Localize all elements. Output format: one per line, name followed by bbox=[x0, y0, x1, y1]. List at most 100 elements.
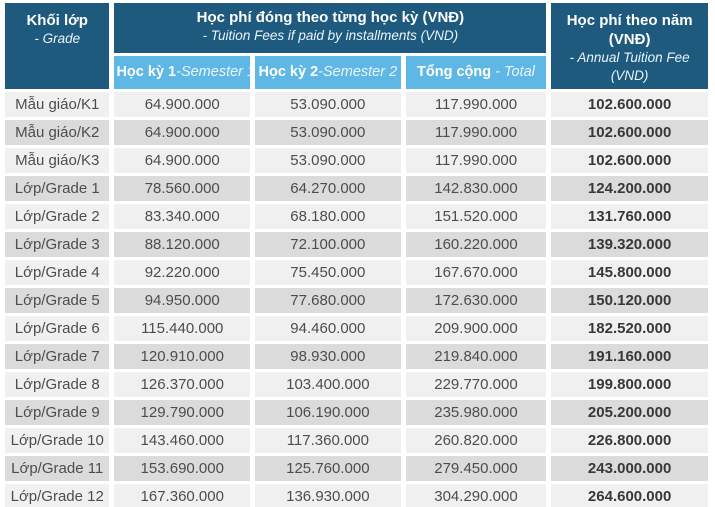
subheader-total: Tổng cộng - Total bbox=[405, 55, 547, 89]
grade-cell: Mẫu giáo/K2 bbox=[5, 120, 110, 145]
fee-table-row: Lớp/Grade 4 92.220.000 75.450.000 167.67… bbox=[5, 260, 708, 285]
semester2-cell: 98.930.000 bbox=[255, 344, 401, 369]
semester1-cell: 126.370.000 bbox=[114, 372, 251, 397]
fee-table-row: Mẫu giáo/K1 64.900.000 53.090.000 117.99… bbox=[5, 92, 708, 117]
total-cell: 279.450.000 bbox=[405, 456, 547, 481]
grade-cell: Lớp/Grade 5 bbox=[5, 288, 110, 313]
fee-table-row: Lớp/Grade 1 78.560.000 64.270.000 142.83… bbox=[5, 176, 708, 201]
annual-cell: 124.200.000 bbox=[551, 176, 708, 201]
annual-header-title-line2: (VNĐ) bbox=[608, 31, 651, 48]
fee-table-row: Lớp/Grade 10 143.460.000 117.360.000 260… bbox=[5, 428, 708, 453]
semester1-cell: 83.340.000 bbox=[114, 204, 251, 229]
semester2-cell: 53.090.000 bbox=[255, 148, 401, 173]
grade-cell: Lớp/Grade 8 bbox=[5, 372, 110, 397]
fee-table-body: Mẫu giáo/K1 64.900.000 53.090.000 117.99… bbox=[5, 92, 708, 507]
semester1-cell: 64.900.000 bbox=[114, 148, 251, 173]
annual-cell: 199.800.000 bbox=[551, 372, 708, 397]
subheader-semester1-vi: Học kỳ 1 bbox=[116, 64, 177, 81]
total-cell: 304.290.000 bbox=[405, 484, 547, 507]
annual-fee-header: Học phí theo năm (VNĐ) - Annual Tuition … bbox=[551, 3, 708, 89]
fee-table-row: Lớp/Grade 12 167.360.000 136.930.000 304… bbox=[5, 484, 708, 507]
fee-table-row: Lớp/Grade 2 83.340.000 68.180.000 151.52… bbox=[5, 204, 708, 229]
semester1-cell: 88.120.000 bbox=[114, 232, 251, 257]
total-cell: 117.990.000 bbox=[405, 120, 547, 145]
semester2-cell: 75.450.000 bbox=[255, 260, 401, 285]
grade-column-header: Khối lớp - Grade bbox=[5, 3, 110, 89]
grade-cell: Lớp/Grade 12 bbox=[5, 484, 110, 507]
grade-header-subtitle: - Grade bbox=[34, 31, 81, 46]
annual-cell: 264.600.000 bbox=[551, 484, 708, 507]
total-cell: 151.520.000 bbox=[405, 204, 547, 229]
grade-cell: Lớp/Grade 7 bbox=[5, 344, 110, 369]
semester1-cell: 92.220.000 bbox=[114, 260, 251, 285]
semester1-cell: 129.790.000 bbox=[114, 400, 251, 425]
total-cell: 209.900.000 bbox=[405, 316, 547, 341]
semester1-cell: 78.560.000 bbox=[114, 176, 251, 201]
grade-cell: Mẫu giáo/K1 bbox=[5, 92, 110, 117]
subheader-total-vi: Tổng cộng bbox=[417, 64, 492, 81]
annual-cell: 150.120.000 bbox=[551, 288, 708, 313]
annual-cell: 243.000.000 bbox=[551, 456, 708, 481]
semester1-cell: 94.950.000 bbox=[114, 288, 251, 313]
fee-table-row: Lớp/Grade 7 120.910.000 98.930.000 219.8… bbox=[5, 344, 708, 369]
semester2-cell: 117.360.000 bbox=[255, 428, 401, 453]
annual-cell: 145.800.000 bbox=[551, 260, 708, 285]
subheader-semester1-en: -Semester 1 bbox=[176, 64, 256, 81]
semester1-cell: 120.910.000 bbox=[114, 344, 251, 369]
annual-cell: 102.600.000 bbox=[551, 92, 708, 117]
total-cell: 167.670.000 bbox=[405, 260, 547, 285]
total-cell: 142.830.000 bbox=[405, 176, 547, 201]
annual-cell: 191.160.000 bbox=[551, 344, 708, 369]
annual-header-title-line1: Học phí theo năm bbox=[566, 12, 693, 29]
installments-header: Học phí đóng theo từng học kỳ (VNĐ) - Tu… bbox=[114, 3, 547, 53]
total-cell: 117.990.000 bbox=[405, 92, 547, 117]
total-cell: 219.840.000 bbox=[405, 344, 547, 369]
total-cell: 229.770.000 bbox=[405, 372, 547, 397]
header-row-semesters: Học kỳ 1-Semester 1 Học kỳ 2-Semester 2 … bbox=[5, 55, 708, 89]
subheader-semester2-en: -Semester 2 bbox=[318, 64, 398, 81]
grade-cell: Mẫu giáo/K3 bbox=[5, 148, 110, 173]
total-cell: 117.990.000 bbox=[405, 148, 547, 173]
subheader-total-en: - Total bbox=[495, 64, 535, 81]
total-cell: 160.220.000 bbox=[405, 232, 547, 257]
semester1-cell: 115.440.000 bbox=[114, 316, 251, 341]
subheader-semester2-vi: Học kỳ 2 bbox=[258, 64, 319, 81]
installments-header-title: Học phí đóng theo từng học kỳ (VNĐ) bbox=[196, 9, 465, 26]
semester2-cell: 94.460.000 bbox=[255, 316, 401, 341]
semester2-cell: 72.100.000 bbox=[255, 232, 401, 257]
semester2-cell: 64.270.000 bbox=[255, 176, 401, 201]
annual-cell: 102.600.000 bbox=[551, 148, 708, 173]
grade-cell: Lớp/Grade 6 bbox=[5, 316, 110, 341]
semester1-cell: 153.690.000 bbox=[114, 456, 251, 481]
semester2-cell: 136.930.000 bbox=[255, 484, 401, 507]
annual-header-subtitle-line2: (VND) bbox=[610, 68, 649, 83]
annual-header-subtitle-line1: - Annual Tuition Fee bbox=[569, 50, 690, 65]
fee-table-row: Lớp/Grade 6 115.440.000 94.460.000 209.9… bbox=[5, 316, 708, 341]
semester1-cell: 64.900.000 bbox=[114, 92, 251, 117]
grade-cell: Lớp/Grade 9 bbox=[5, 400, 110, 425]
installments-header-subtitle: - Tuition Fees if paid by installments (… bbox=[202, 28, 459, 43]
annual-cell: 131.760.000 bbox=[551, 204, 708, 229]
total-cell: 172.630.000 bbox=[405, 288, 547, 313]
semester2-cell: 53.090.000 bbox=[255, 92, 401, 117]
total-cell: 235.980.000 bbox=[405, 400, 547, 425]
semester1-cell: 64.900.000 bbox=[114, 120, 251, 145]
grade-cell: Lớp/Grade 1 bbox=[5, 176, 110, 201]
header-row-main: Khối lớp - Grade Học phí đóng theo từng … bbox=[5, 3, 708, 89]
grade-cell: Lớp/Grade 4 bbox=[5, 260, 110, 285]
annual-cell: 182.520.000 bbox=[551, 316, 708, 341]
total-cell: 260.820.000 bbox=[405, 428, 547, 453]
fee-table-row: Lớp/Grade 11 153.690.000 125.760.000 279… bbox=[5, 456, 708, 481]
annual-cell: 226.800.000 bbox=[551, 428, 708, 453]
grade-cell: Lớp/Grade 10 bbox=[5, 428, 110, 453]
fee-table-row: Lớp/Grade 5 94.950.000 77.680.000 172.63… bbox=[5, 288, 708, 313]
fee-table-row: Mẫu giáo/K3 64.900.000 53.090.000 117.99… bbox=[5, 148, 708, 173]
annual-cell: 205.200.000 bbox=[551, 400, 708, 425]
grade-cell: Lớp/Grade 2 bbox=[5, 204, 110, 229]
semester2-cell: 103.400.000 bbox=[255, 372, 401, 397]
fee-table-row: Mẫu giáo/K2 64.900.000 53.090.000 117.99… bbox=[5, 120, 708, 145]
semester1-cell: 167.360.000 bbox=[114, 484, 251, 507]
semester2-cell: 106.190.000 bbox=[255, 400, 401, 425]
